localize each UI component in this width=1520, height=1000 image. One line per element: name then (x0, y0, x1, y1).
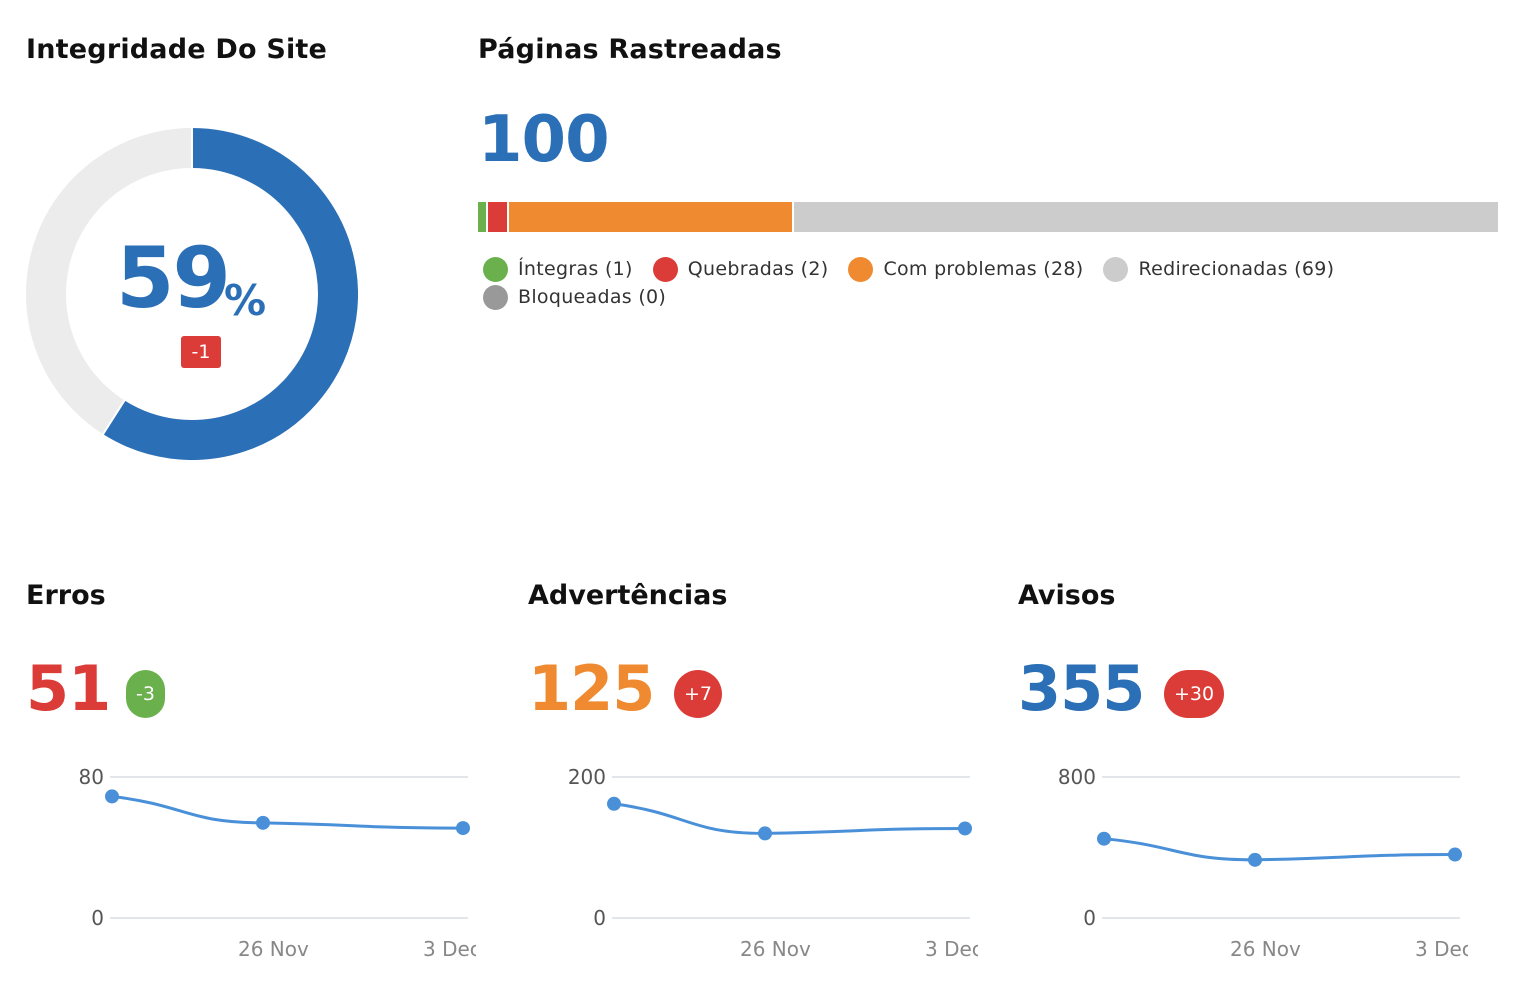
site-health-center: 59 % -1 (26, 128, 358, 460)
y-tick-label: 80 (79, 765, 104, 789)
crawled-pages-total[interactable]: 100 (478, 103, 610, 177)
y-tick-label: 0 (1083, 906, 1096, 930)
legend-label: Quebradas (2) (687, 258, 829, 280)
data-point[interactable] (758, 826, 772, 841)
site-health-value: 59 (116, 229, 231, 327)
legend-item-blocked[interactable]: Bloqueadas (0) (483, 284, 667, 310)
donut-gap-end (101, 399, 126, 436)
legend-dot-icon (483, 284, 508, 310)
legend-dot-icon (483, 256, 508, 282)
data-point[interactable] (958, 821, 972, 836)
errors-series-line (111, 794, 464, 830)
bar-segment-healthy[interactable] (478, 202, 489, 232)
donut-value-arc (103, 128, 358, 460)
legend-item-redirected[interactable]: Redirecionadas (69) (1103, 256, 1335, 282)
errors-delta-badge: -3 (126, 670, 165, 718)
notices-delta-badge: +30 (1164, 670, 1225, 718)
data-point[interactable] (1248, 852, 1262, 867)
crawled-pages-bar (478, 202, 1498, 232)
legend-item-broken[interactable]: Quebradas (2) (652, 256, 829, 282)
crawled-pages-legend: Íntegras (1) Quebradas (2) Com problemas (… (483, 256, 1503, 310)
donut-chart (26, 128, 358, 460)
legend-label: Bloqueadas (0) (518, 286, 667, 308)
legend-item-issues[interactable]: Com problemas (28) (848, 256, 1084, 282)
x-tick-label: 3 Dec (423, 937, 476, 960)
data-point[interactable] (456, 821, 470, 836)
legend-label: Redirecionadas (69) (1138, 258, 1335, 280)
errors-panel: Erros 51 -3 80 0 26 Nov 3 Dec (26, 580, 476, 980)
data-point[interactable] (105, 789, 119, 804)
legend-label: Íntegras (1) (518, 258, 633, 280)
x-tick-label: 3 Dec (1415, 937, 1468, 960)
data-point[interactable] (1448, 847, 1462, 862)
warnings-title: Advertências (528, 580, 728, 611)
bar-segment-issues[interactable] (508, 202, 795, 232)
notices-title: Avisos (1018, 580, 1116, 611)
x-tick-label: 26 Nov (740, 937, 811, 960)
bar-segment-broken[interactable] (488, 202, 509, 232)
y-tick-label: 200 (568, 765, 606, 789)
bar-segment-redirected[interactable] (794, 202, 1498, 232)
errors-chart: 80 0 26 Nov 3 Dec (79, 765, 476, 960)
warnings-chart: 200 0 26 Nov 3 Dec (568, 765, 978, 960)
site-health-delta-badge: -1 (181, 336, 221, 368)
errors-value[interactable]: 51 (26, 652, 111, 725)
warnings-panel: Advertências 125 +7 200 0 26 Nov 3 Dec (528, 580, 978, 980)
errors-title: Erros (26, 580, 106, 611)
site-health-donut[interactable]: 59 % -1 (26, 128, 358, 460)
warnings-delta-badge: +7 (674, 670, 723, 718)
legend-label: Com problemas (28) (883, 258, 1084, 280)
notices-series-line (1103, 837, 1456, 862)
x-tick-label: 26 Nov (238, 937, 309, 960)
site-health-unit: % (224, 276, 267, 325)
site-health-title: Integridade Do Site (26, 34, 328, 65)
y-tick-label: 0 (593, 906, 606, 930)
crawled-pages-title: Páginas Rastreadas (478, 34, 782, 65)
notices-value[interactable]: 355 (1018, 652, 1145, 725)
warnings-value[interactable]: 125 (528, 652, 655, 725)
data-point[interactable] (1097, 831, 1111, 846)
notices-panel: Avisos 355 +30 800 0 26 Nov 3 Dec (1018, 580, 1468, 980)
x-tick-label: 3 Dec (925, 937, 978, 960)
y-tick-label: 0 (91, 906, 104, 930)
warnings-series-line (613, 802, 966, 835)
legend-item-healthy[interactable]: Íntegras (1) (483, 256, 633, 282)
data-point[interactable] (607, 796, 621, 811)
legend-dot-icon (848, 256, 874, 282)
legend-dot-icon (1103, 256, 1129, 282)
y-tick-label: 800 (1058, 765, 1096, 789)
x-tick-label: 26 Nov (1230, 937, 1301, 960)
notices-chart: 800 0 26 Nov 3 Dec (1058, 765, 1468, 960)
legend-dot-icon (652, 256, 678, 282)
data-point[interactable] (256, 815, 270, 830)
